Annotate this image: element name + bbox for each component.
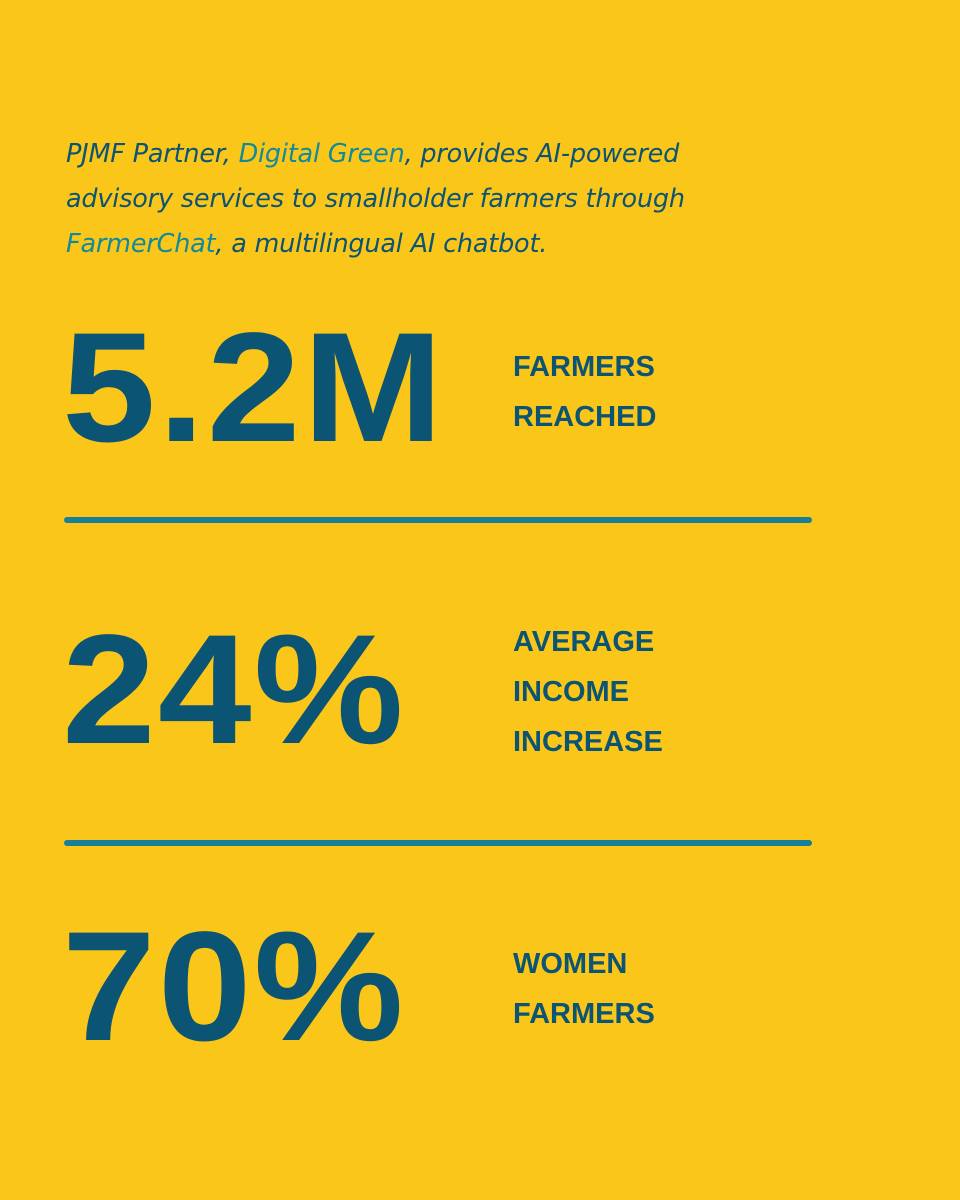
intro-link[interactable]: Digital Green (238, 138, 405, 169)
stat-label-line: INCREASE (513, 726, 663, 758)
intro-link[interactable]: FarmerChat (66, 228, 216, 259)
intro-segment: , provides AI-powered advisory services … (66, 138, 685, 214)
intro-text: PJMF Partner, Digital Green, provides AI… (66, 132, 756, 267)
stat-label-line: WOMEN (513, 948, 628, 980)
stat-label-line: REACHED (513, 401, 657, 433)
stat-value: 70% (62, 900, 406, 1074)
stat-label-line: AVERAGE (513, 626, 655, 658)
stat-label: FARMERS REACHED (513, 342, 656, 442)
stat-label-line: FARMERS (513, 998, 655, 1030)
intro-segment: PJMF Partner, (66, 138, 239, 169)
stat-value: 5.2M (62, 301, 446, 475)
divider (64, 517, 812, 523)
stat-label: WOMEN FARMERS (513, 939, 655, 1039)
stat-label: AVERAGE INCOME INCREASE (513, 617, 663, 767)
divider (64, 840, 812, 846)
stat-value: 24% (62, 603, 406, 777)
intro-segment: , a multilingual AI chatbot. (215, 228, 548, 259)
stat-label-line: FARMERS (513, 351, 655, 383)
stat-label-line: INCOME (513, 676, 629, 708)
